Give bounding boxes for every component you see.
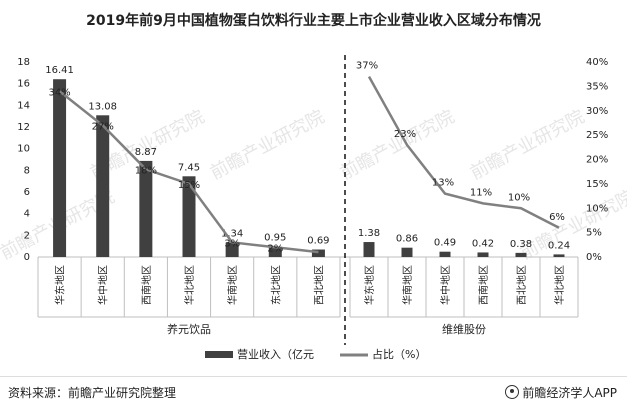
group-label: 维维股份: [442, 323, 486, 336]
watermark-text: 前瞻产业研究院: [207, 106, 328, 184]
share-value-label: 10%: [508, 192, 530, 203]
category-tick-label: 华南地区: [401, 265, 414, 305]
category-tick-label: 西北地区: [312, 265, 325, 305]
bar: [363, 242, 375, 257]
y-right-tick-label: 30%: [586, 106, 608, 117]
category-tick-label: 西北地区: [515, 265, 528, 305]
bar: [53, 79, 67, 257]
share-value-label: 2%: [267, 243, 283, 254]
y-right-tick-label: 15%: [586, 179, 608, 190]
share-value-label: 23%: [394, 129, 416, 140]
share-value-label: 18%: [135, 165, 157, 176]
footer-divider: [0, 376, 627, 377]
bar: [268, 246, 282, 257]
chart-title: 2019年前9月中国植物蛋白饮料行业主要上市企业营业收入区域分布情况: [86, 13, 541, 29]
share-value-label: 11%: [470, 187, 492, 198]
group-label: 养元饮品: [167, 322, 211, 336]
y-right-tick-label: 20%: [586, 155, 608, 166]
bar-value-label: 8.87: [135, 147, 157, 158]
y-right-tick-label: 0%: [586, 252, 602, 263]
share-line: [367, 76, 560, 229]
category-tick-label: 西南地区: [477, 265, 490, 305]
brand-credit: 前瞻经济学人APP: [505, 384, 617, 401]
watermark-text: 前瞻产业研究院: [467, 106, 588, 184]
bar: [477, 252, 489, 257]
bar: [96, 115, 110, 257]
bar-value-label: 1.38: [358, 228, 380, 239]
bar-value-label: 0.86: [396, 234, 418, 245]
bar: [311, 249, 325, 257]
y-left-tick-label: 6: [24, 187, 30, 198]
y-left-tick-label: 4: [24, 209, 30, 220]
bar: [225, 242, 239, 257]
bar-value-label: 0.38: [510, 239, 532, 250]
y-right-tick-label: 25%: [586, 130, 608, 141]
watermark-text: 前瞻产业研究院: [337, 106, 458, 184]
bar-value-label: 0.42: [472, 238, 494, 249]
bar-value-label: 0.95: [264, 233, 286, 244]
share-value-label: 34%: [48, 87, 70, 98]
y-right-tick-label: 5%: [586, 228, 602, 239]
bar: [139, 160, 153, 257]
y-left-tick-label: 0: [24, 252, 30, 263]
y-left-tick-label: 2: [24, 230, 30, 241]
bar: [182, 176, 196, 257]
share-value-label: 13%: [432, 178, 454, 189]
source-note: 资料来源：前瞻产业研究院整理: [8, 386, 177, 400]
legend-line-label: 占比（%）: [372, 347, 426, 361]
bar-value-label: 0.49: [434, 238, 456, 249]
y-right-tick-label: 10%: [586, 203, 608, 214]
share-value-label: 15%: [178, 180, 200, 191]
legend-bar-label: 营业收入（亿元: [237, 347, 314, 361]
y-left-tick-label: 18: [17, 57, 30, 68]
bar-value-label: 13.08: [88, 101, 117, 112]
bar: [515, 252, 527, 257]
y-left-tick-label: 12: [17, 122, 30, 133]
category-tick-label: 东北地区: [269, 265, 282, 305]
share-value-label: 6%: [549, 212, 565, 223]
y-left-tick-label: 14: [17, 100, 30, 111]
watermark-text: 前瞻产业研究院: [517, 186, 627, 264]
bar-value-label: 1.34: [221, 228, 243, 239]
category-tick-label: 华北地区: [553, 265, 566, 305]
share-value-label: 37%: [356, 61, 378, 72]
bar-value-label: 16.41: [45, 65, 74, 76]
bar: [439, 251, 451, 257]
bar: [553, 254, 565, 257]
share-value-label: 27%: [92, 121, 114, 132]
brand-logo-icon: [505, 385, 520, 399]
y-right-tick-label: 35%: [586, 81, 608, 92]
bar-value-label: 0.24: [548, 240, 570, 251]
y-left-tick-label: 8: [24, 165, 30, 176]
category-tick-label: 华中地区: [439, 265, 452, 305]
category-tick-label: 华东地区: [363, 265, 376, 305]
legend-bar-swatch: [205, 351, 233, 358]
y-left-tick-label: 10: [17, 144, 30, 155]
category-tick-label: 西南地区: [140, 265, 153, 305]
y-left-tick-label: 16: [17, 79, 30, 90]
share-value-label: 3%: [224, 238, 240, 249]
brand-name: 前瞻经济学人APP: [522, 386, 617, 400]
category-tick-label: 华中地区: [97, 265, 110, 305]
category-tick-label: 华北地区: [183, 265, 196, 305]
bar-value-label: 0.69: [307, 236, 329, 247]
category-tick-label: 华东地区: [54, 265, 67, 305]
bar-value-label: 7.45: [178, 162, 200, 173]
y-right-tick-label: 40%: [586, 57, 608, 68]
bar: [401, 247, 413, 257]
category-tick-label: 华南地区: [226, 265, 239, 305]
